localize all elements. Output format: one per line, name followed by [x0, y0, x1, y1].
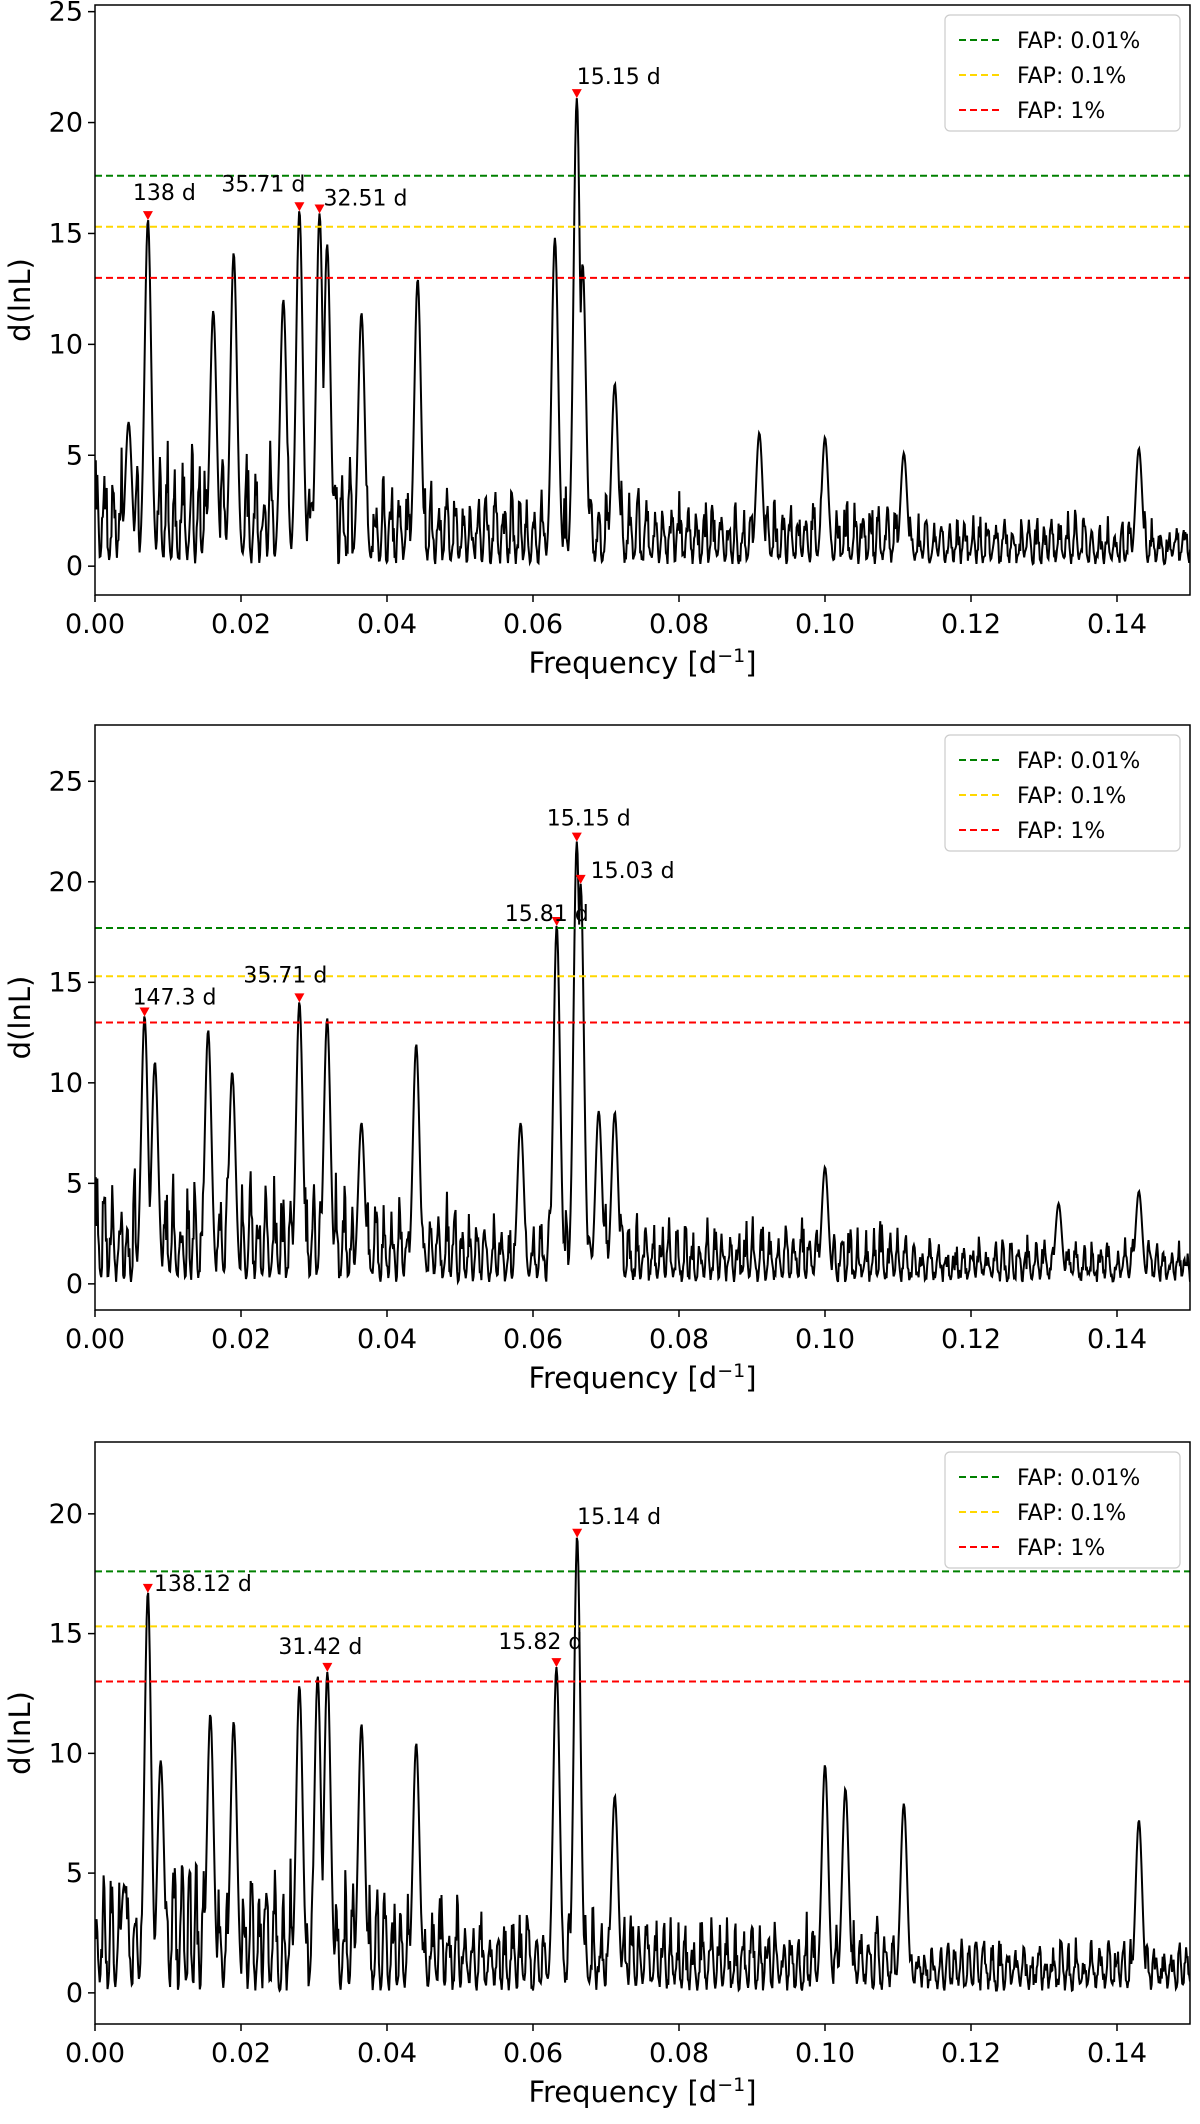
periodogram-line	[95, 841, 1190, 1286]
y-axis-label: d(lnL)	[3, 258, 37, 342]
y-tick-label: 5	[66, 440, 83, 471]
legend-label: FAP: 1%	[1017, 1536, 1105, 1561]
periodogram-line	[95, 98, 1190, 567]
peak-label: 15.82 d	[498, 1630, 582, 1655]
peak-label: 138 d	[133, 181, 196, 206]
peak-marker	[314, 204, 325, 214]
x-tick-label: 0.04	[357, 2038, 417, 2069]
peak-label: 35.71 d	[243, 963, 327, 988]
axes-frame	[94, 724, 1191, 1311]
x-tick-label: 0.04	[357, 1324, 417, 1355]
x-tick-label: 0.10	[795, 609, 855, 640]
periodogram-line	[95, 1537, 1190, 1993]
legend-box	[944, 1451, 1181, 1569]
x-tick-label: 0.12	[941, 609, 1001, 640]
axes-frame	[94, 1441, 1191, 2025]
y-tick-label: 0	[66, 551, 83, 582]
peak-label: 15.03 d	[591, 859, 675, 884]
legend-box	[944, 734, 1181, 852]
x-tick-label: 0.14	[1087, 609, 1147, 640]
y-axis-label: d(lnL)	[3, 976, 37, 1060]
x-tick-label: 0.00	[65, 1324, 125, 1355]
peak-marker	[139, 1007, 150, 1017]
y-tick-label: 5	[66, 1858, 83, 1889]
x-tick-label: 0.08	[649, 2038, 709, 2069]
peak-label: 147.3 d	[133, 985, 217, 1010]
periodogram-panel-1: 138 d 35.71 d 32.51 d 15.15 d 0.00 0.02 0.04 0.…	[3, 0, 1191, 680]
legend-label: FAP: 1%	[1017, 99, 1105, 124]
peak-marker	[294, 993, 305, 1003]
y-axis-label: d(lnL)	[3, 1691, 37, 1775]
y-tick-label: 20	[49, 108, 83, 139]
periodogram-panel-2: 147.3 d 35.71 d 15.81 d 15.15 d 15.03 d 0.00 0…	[3, 724, 1191, 1395]
legend-label: FAP: 0.1%	[1017, 64, 1126, 89]
peak-marker	[571, 89, 582, 99]
y-tick-label: 15	[49, 218, 83, 249]
y-tick-label: 0	[66, 1978, 83, 2009]
legend-label: FAP: 1%	[1017, 819, 1105, 844]
peak-marker	[142, 1583, 153, 1593]
x-tick-label: 0.02	[211, 1324, 271, 1355]
x-tick-label: 0.08	[649, 1324, 709, 1355]
x-tick-label: 0.12	[941, 1324, 1001, 1355]
peak-label: 32.51 d	[324, 186, 408, 211]
y-tick-label: 25	[49, 766, 83, 797]
peak-marker	[142, 211, 153, 221]
peak-marker	[551, 1658, 562, 1668]
peak-label: 138.12 d	[154, 1572, 252, 1597]
x-axis-label: Frequency [d−1]	[528, 645, 756, 680]
peak-marker	[575, 874, 586, 884]
peak-label: 15.14 d	[577, 1505, 661, 1530]
x-tick-label: 0.12	[941, 2038, 1001, 2069]
y-tick-label: 10	[49, 329, 83, 360]
peak-marker	[322, 1662, 333, 1672]
x-tick-label: 0.02	[211, 609, 271, 640]
legend-label: FAP: 0.1%	[1017, 1501, 1126, 1526]
legend-label: FAP: 0.01%	[1017, 1466, 1140, 1491]
y-tick-label: 10	[49, 1738, 83, 1769]
x-tick-label: 0.02	[211, 2038, 271, 2069]
x-tick-label: 0.10	[795, 1324, 855, 1355]
x-tick-label: 0.00	[65, 609, 125, 640]
axes-frame	[94, 4, 1191, 596]
peak-marker	[571, 832, 582, 842]
x-tick-label: 0.06	[503, 2038, 563, 2069]
legend-label: FAP: 0.01%	[1017, 749, 1140, 774]
peak-marker	[572, 1528, 583, 1538]
peak-label: 15.81 d	[505, 902, 589, 927]
x-tick-label: 0.06	[503, 609, 563, 640]
y-tick-label: 15	[49, 967, 83, 998]
y-tick-label: 15	[49, 1619, 83, 1650]
x-tick-label: 0.10	[795, 2038, 855, 2069]
x-tick-label: 0.14	[1087, 2038, 1147, 2069]
x-tick-label: 0.14	[1087, 1324, 1147, 1355]
x-axis-label: Frequency [d−1]	[528, 2074, 756, 2109]
y-tick-label: 10	[49, 1068, 83, 1099]
y-tick-label: 0	[66, 1269, 83, 1300]
y-tick-label: 20	[49, 867, 83, 898]
legend-box	[944, 14, 1181, 132]
periodogram-panel-3: 138.12 d 31.42 d 15.82 d 15.14 d 0.00 0.02 0.0…	[3, 1441, 1191, 2109]
y-tick-label: 20	[49, 1499, 83, 1530]
peak-marker	[551, 917, 562, 927]
x-tick-label: 0.08	[649, 609, 709, 640]
peak-label: 31.42 d	[278, 1635, 362, 1660]
x-tick-label: 0.04	[357, 609, 417, 640]
y-tick-label: 5	[66, 1168, 83, 1199]
legend-label: FAP: 0.01%	[1017, 29, 1140, 54]
x-axis-label: Frequency [d−1]	[528, 1360, 756, 1395]
peak-marker	[294, 202, 305, 212]
peak-label: 15.15 d	[577, 65, 661, 90]
legend-label: FAP: 0.1%	[1017, 784, 1126, 809]
y-tick-label: 25	[49, 0, 83, 28]
x-tick-label: 0.06	[503, 1324, 563, 1355]
peak-label: 35.71 d	[221, 172, 305, 197]
peak-label: 15.15 d	[547, 807, 631, 832]
x-tick-label: 0.00	[65, 2038, 125, 2069]
